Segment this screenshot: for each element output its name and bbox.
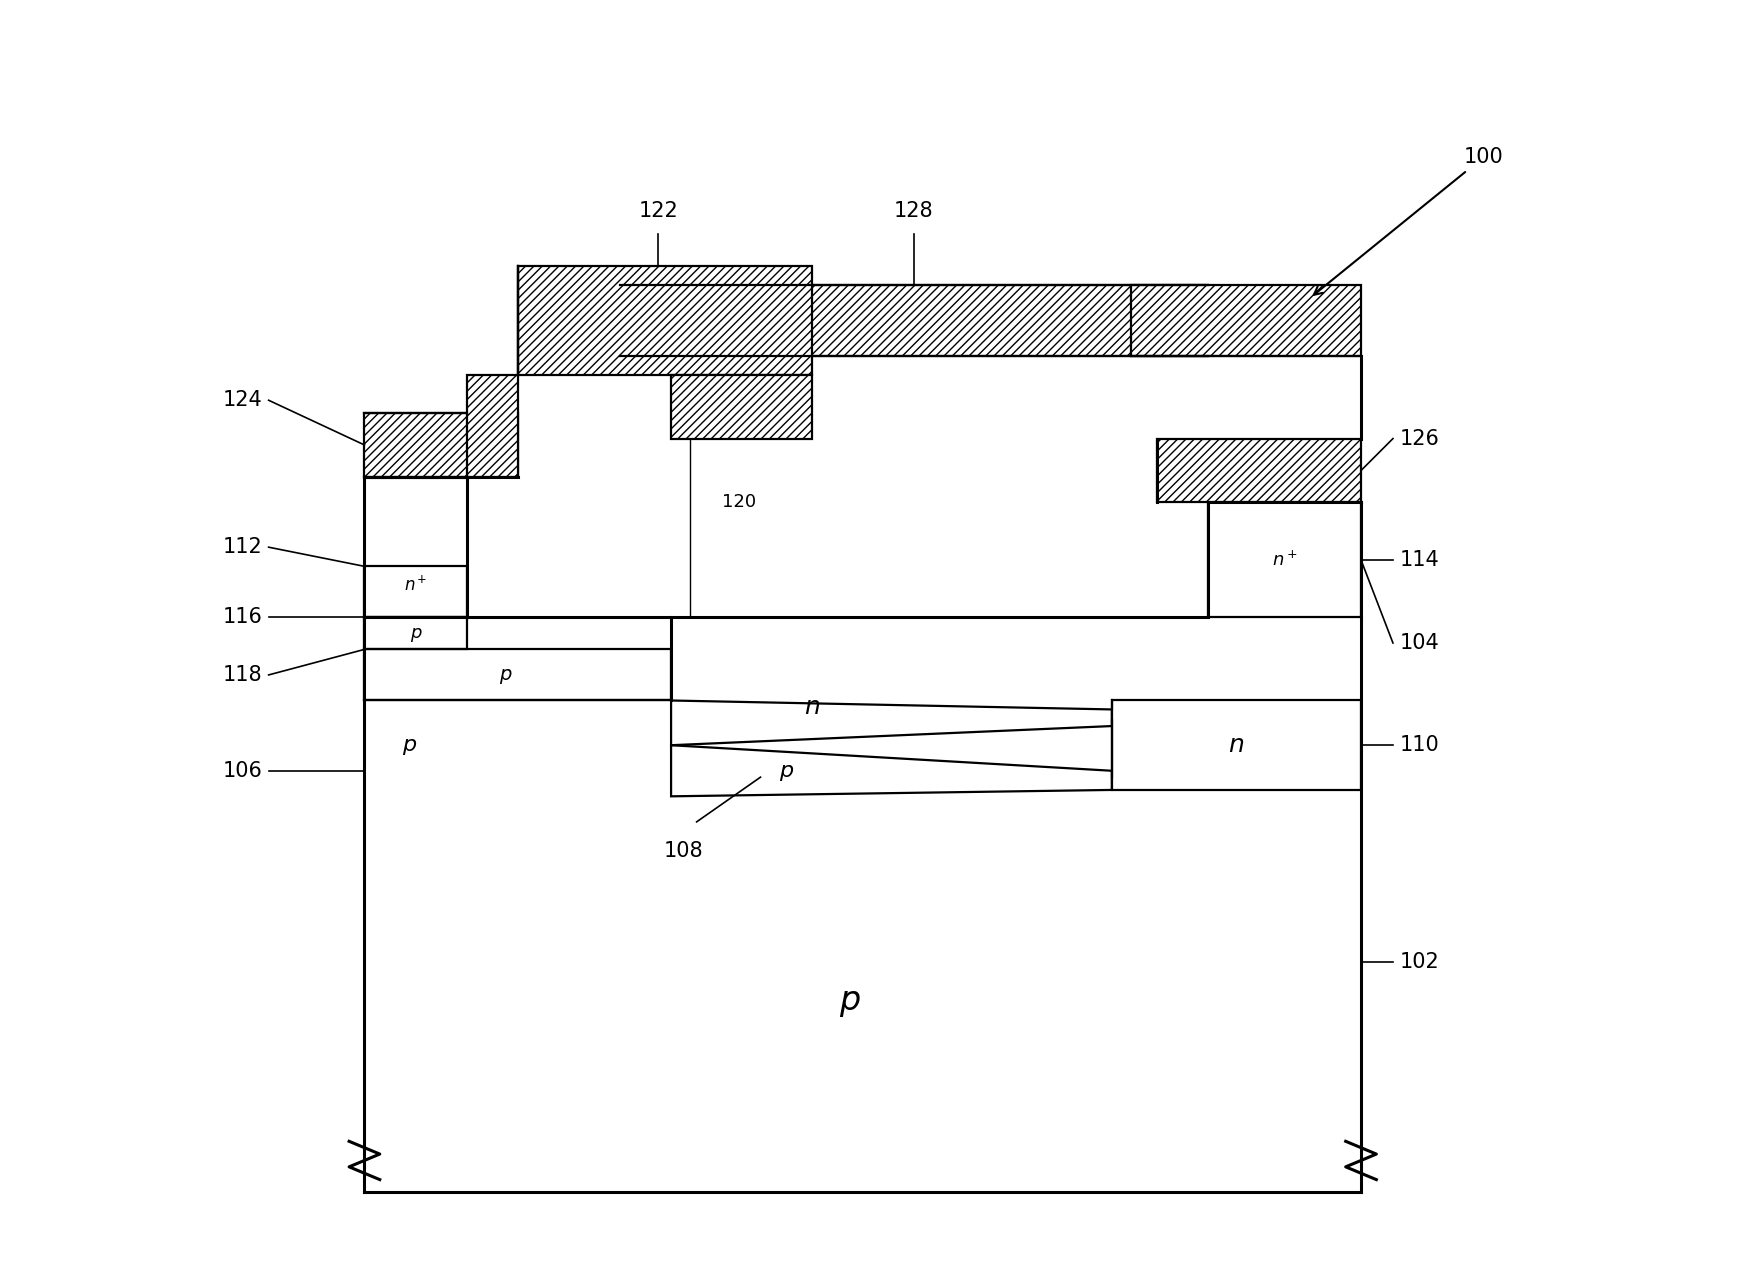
Text: n$^+$: n$^+$: [1271, 550, 1297, 570]
Text: p: p: [779, 761, 793, 781]
Text: 116: 116: [222, 607, 263, 628]
Bar: [364, 566, 468, 617]
Text: p: p: [403, 736, 417, 755]
Bar: [518, 266, 812, 374]
Text: 106: 106: [222, 761, 263, 781]
Text: 104: 104: [1399, 633, 1439, 653]
Text: 102: 102: [1399, 953, 1439, 972]
Bar: [364, 649, 671, 701]
Bar: [364, 413, 518, 477]
Text: n: n: [804, 694, 819, 719]
Text: n$^+$: n$^+$: [404, 576, 427, 595]
Bar: [364, 617, 468, 649]
Text: p: p: [839, 984, 860, 1017]
Text: 126: 126: [1399, 428, 1439, 449]
Text: 108: 108: [664, 841, 704, 862]
Text: 100: 100: [1313, 148, 1502, 294]
Text: 120: 120: [721, 494, 756, 512]
Text: 114: 114: [1399, 550, 1439, 570]
Bar: [1157, 439, 1361, 503]
Text: 128: 128: [895, 202, 933, 221]
Text: 118: 118: [222, 665, 263, 685]
Text: 112: 112: [222, 538, 263, 557]
Text: 110: 110: [1399, 736, 1439, 755]
Bar: [671, 374, 812, 439]
Text: p: p: [410, 625, 422, 643]
Bar: [1112, 701, 1361, 790]
Text: n: n: [1229, 733, 1245, 757]
Bar: [468, 374, 518, 477]
Text: p: p: [499, 665, 511, 684]
Text: 124: 124: [222, 390, 263, 410]
Bar: [1131, 285, 1361, 355]
Text: 122: 122: [639, 202, 678, 221]
Bar: [620, 285, 1208, 355]
Bar: [1208, 503, 1361, 617]
